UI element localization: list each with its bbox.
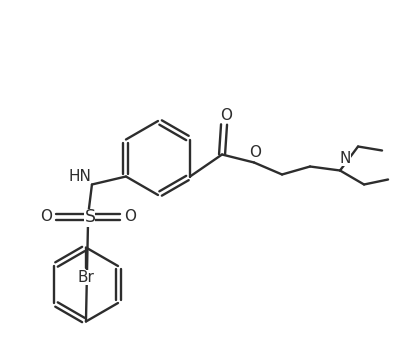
Text: S: S — [85, 208, 95, 226]
Text: N: N — [339, 151, 351, 166]
Text: O: O — [40, 209, 52, 224]
Text: O: O — [249, 145, 261, 160]
Text: O: O — [220, 108, 232, 123]
Text: O: O — [124, 209, 136, 224]
Text: Br: Br — [77, 270, 94, 285]
Text: HN: HN — [69, 169, 91, 184]
